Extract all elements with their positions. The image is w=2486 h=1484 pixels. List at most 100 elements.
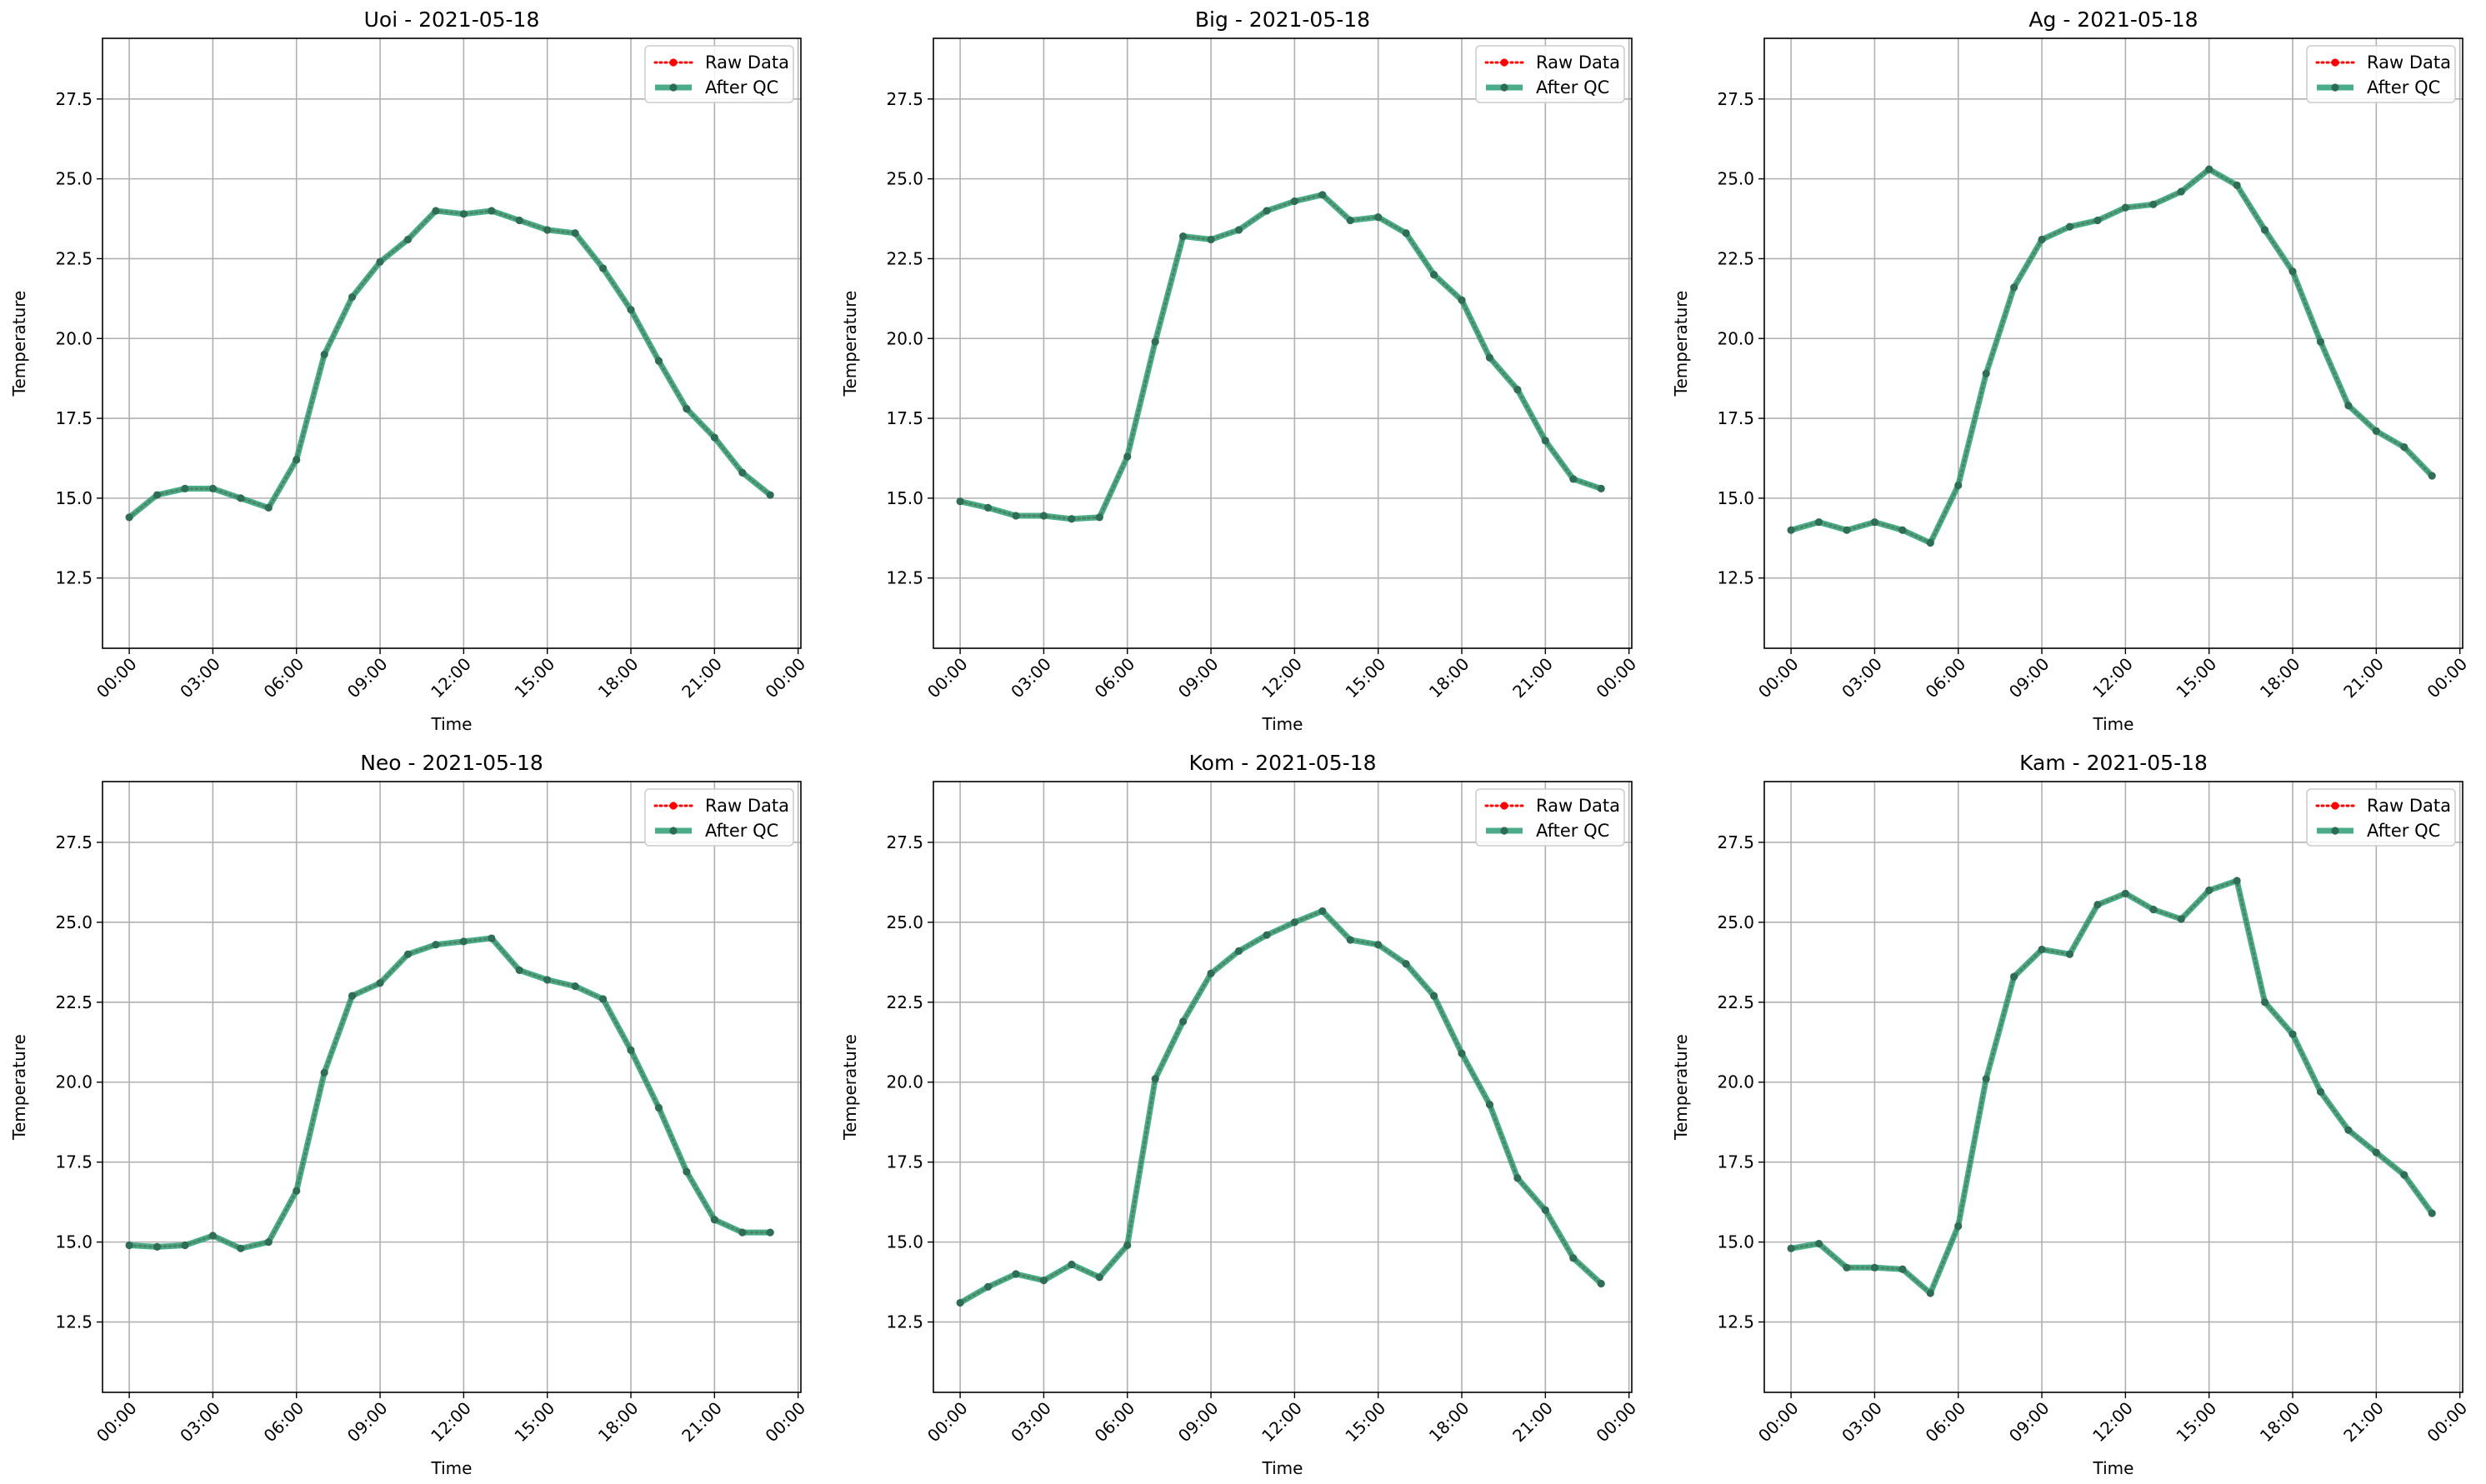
y-tick-label: 22.5	[1717, 992, 1754, 1012]
raw-data-line	[128, 209, 772, 519]
after-qc-point	[1926, 538, 1934, 547]
after-qc-point	[2260, 998, 2269, 1007]
after-qc-point	[1263, 931, 1271, 939]
after-qc-point	[2233, 877, 2241, 885]
y-tick-label: 20.0	[886, 1072, 923, 1092]
x-tick-label: 00:00	[923, 654, 972, 702]
after-qc-point	[1870, 518, 1879, 527]
raw-data-line	[128, 937, 772, 1250]
y-tick-label: 22.5	[1717, 248, 1754, 268]
plot-frame	[1763, 781, 2463, 1393]
y-tick-label: 20.0	[1717, 328, 1754, 348]
x-axis-label: Time	[1262, 1458, 1303, 1478]
chart-title: Ag - 2021-05-18	[2028, 7, 2198, 32]
after-qc-point	[2010, 283, 2018, 292]
after-qc-point	[181, 484, 189, 492]
after-qc-point	[1068, 1260, 1076, 1269]
after-qc-point	[432, 207, 440, 215]
legend: Raw Data After QC	[644, 45, 794, 103]
after-qc-point	[2372, 427, 2380, 435]
after-qc-point	[1012, 1270, 1020, 1278]
x-axis-label: Time	[2093, 1458, 2134, 1478]
chart-title: Big - 2021-05-18	[1195, 7, 1370, 32]
after-qc-point	[1374, 941, 1383, 949]
after-qc-point	[543, 226, 552, 234]
legend-qc-marker	[1500, 827, 1508, 835]
x-tick-label: 00:00	[1592, 1398, 1640, 1447]
x-tick-label: 06:00	[1091, 1398, 1139, 1447]
legend-raw-label: Raw Data	[705, 796, 789, 816]
x-tick-label: 06:00	[1922, 654, 1970, 702]
y-tick-label: 22.5	[886, 248, 923, 268]
after-qc-point	[683, 1167, 691, 1176]
plot-frame	[1763, 37, 2463, 649]
x-tick-label: 09:00	[343, 1398, 392, 1447]
legend-raw-label: Raw Data	[2367, 52, 2451, 72]
legend-qc-label: After QC	[2367, 821, 2440, 841]
chart-title: Uoi - 2021-05-18	[364, 7, 540, 32]
x-tick-label: 00:00	[93, 654, 141, 702]
legend-raw-label: Raw Data	[1536, 796, 1620, 816]
after-qc-point	[683, 404, 691, 413]
after-qc-point	[264, 503, 273, 512]
after-qc-point	[376, 979, 384, 987]
x-tick-label: 21:00	[678, 654, 726, 702]
y-tick-label: 27.5	[55, 89, 93, 109]
after-qc-point	[1095, 513, 1103, 522]
y-tick-label: 15.0	[1717, 488, 1754, 508]
after-qc-point	[983, 1282, 993, 1291]
y-tick-label: 22.5	[55, 992, 93, 1012]
x-tick-label: 18:00	[1425, 1398, 1473, 1447]
x-tick-label: 15:00	[511, 654, 559, 702]
legend-raw-marker	[2331, 58, 2339, 67]
y-tick-label: 17.5	[886, 408, 923, 428]
y-tick-label: 17.5	[1717, 1152, 1754, 1172]
after-qc-point	[208, 484, 218, 492]
after-qc-point	[348, 992, 357, 1000]
legend-qc-marker	[669, 827, 678, 835]
y-axis-label: Temperature	[840, 291, 860, 397]
after-qc-point	[571, 229, 579, 237]
after-qc-line	[957, 192, 1604, 522]
x-tick-label: 18:00	[594, 1398, 643, 1447]
after-qc-point	[153, 1242, 162, 1251]
legend-qc-marker	[669, 83, 678, 92]
y-axis-label: Temperature	[9, 1034, 29, 1141]
x-tick-label: 03:00	[176, 654, 224, 702]
y-axis-label: Temperature	[1671, 1034, 1691, 1141]
after-qc-point	[208, 1232, 218, 1240]
x-tick-label: 18:00	[2256, 1398, 2304, 1447]
plot-frame	[102, 37, 802, 649]
x-tick-label: 00:00	[1754, 654, 1803, 702]
legend: Raw Data After QC	[2306, 45, 2456, 103]
after-qc-point	[2260, 226, 2269, 234]
after-qc-point	[376, 257, 384, 266]
after-qc-point	[1898, 1265, 1907, 1273]
after-qc-point	[1597, 484, 1605, 492]
after-qc-point	[2177, 915, 2185, 923]
chart-panel-1: Uoi - 2021-05-18 12.5 15.0 17.5 20.0 22.5 25.0…	[9, 7, 809, 734]
after-qc-point	[1870, 1263, 1879, 1272]
after-qc-point	[1458, 1049, 1466, 1057]
after-qc-point	[2093, 216, 2102, 225]
y-tick-label: 17.5	[1717, 408, 1754, 428]
after-qc-point	[1787, 526, 1795, 534]
after-qc-point	[320, 350, 328, 359]
y-tick-label: 12.5	[1717, 1312, 1754, 1332]
y-tick-label: 15.0	[55, 1232, 93, 1252]
after-qc-point	[1814, 518, 1823, 527]
legend: Raw Data After QC	[1475, 788, 1625, 847]
after-qc-point	[1039, 512, 1048, 520]
after-qc-point	[2233, 181, 2241, 189]
x-tick-label: 12:00	[427, 1398, 475, 1447]
y-tick-label: 25.0	[55, 169, 93, 189]
after-qc-point	[488, 934, 496, 942]
legend-qc-label: After QC	[705, 821, 778, 841]
after-qc-line	[1788, 877, 2435, 1297]
chart-title: Neo - 2021-05-18	[360, 751, 543, 775]
after-qc-point	[1569, 475, 1578, 483]
after-qc-point	[766, 491, 774, 499]
legend-qc-marker	[1500, 83, 1508, 92]
after-qc-point	[153, 491, 162, 499]
after-qc-point	[1787, 1244, 1795, 1252]
